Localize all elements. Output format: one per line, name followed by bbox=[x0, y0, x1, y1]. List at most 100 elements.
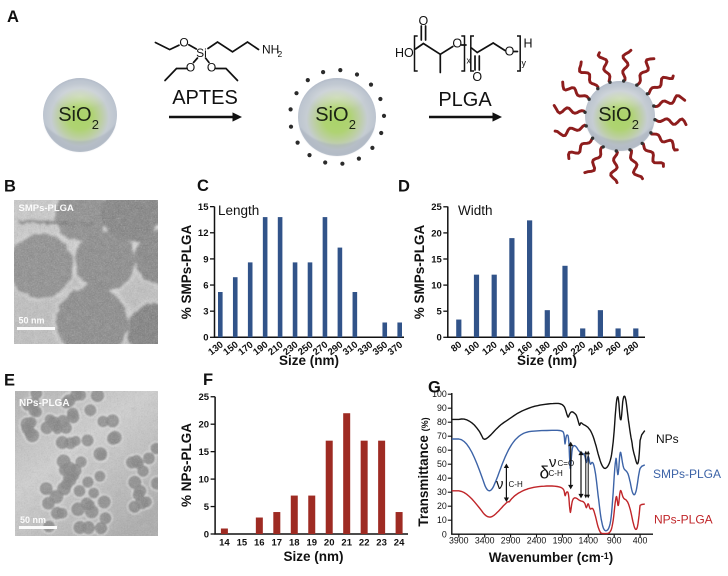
svg-text:1400: 1400 bbox=[579, 536, 599, 546]
svg-text:O: O bbox=[179, 36, 188, 50]
svg-text:0: 0 bbox=[203, 333, 208, 344]
svg-text:Size (nm): Size (nm) bbox=[517, 353, 577, 368]
svg-text:SiO: SiO bbox=[58, 104, 91, 126]
svg-text:O: O bbox=[419, 14, 429, 28]
svg-text:3400: 3400 bbox=[475, 536, 495, 546]
svg-text:50: 50 bbox=[437, 459, 447, 469]
svg-text:PLGA: PLGA bbox=[438, 89, 492, 111]
svg-text:G: G bbox=[428, 379, 441, 397]
svg-text:F: F bbox=[203, 371, 213, 389]
svg-text:15: 15 bbox=[199, 447, 210, 458]
svg-text:3: 3 bbox=[203, 307, 208, 318]
svg-text:O: O bbox=[207, 61, 216, 75]
svg-text:% NPs-PLGA: % NPs-PLGA bbox=[179, 423, 194, 507]
svg-text:24: 24 bbox=[394, 538, 405, 549]
svg-text:Size (nm): Size (nm) bbox=[279, 353, 339, 368]
svg-text:NPs-PLGA: NPs-PLGA bbox=[654, 513, 713, 527]
svg-text:Width: Width bbox=[458, 203, 493, 218]
svg-text:100: 100 bbox=[432, 389, 447, 399]
svg-text:2: 2 bbox=[349, 117, 356, 132]
svg-text:2900: 2900 bbox=[501, 536, 521, 546]
svg-text:6: 6 bbox=[203, 280, 208, 291]
svg-text:Length: Length bbox=[218, 203, 259, 218]
svg-text:O: O bbox=[472, 70, 482, 84]
svg-text:17: 17 bbox=[272, 538, 283, 549]
svg-text:9: 9 bbox=[203, 254, 208, 265]
svg-text:NPs-PLGA: NPs-PLGA bbox=[19, 398, 70, 409]
svg-text:3900: 3900 bbox=[449, 536, 469, 546]
svg-text:5: 5 bbox=[204, 502, 210, 513]
svg-text:21: 21 bbox=[341, 538, 352, 549]
svg-text:20: 20 bbox=[437, 501, 447, 511]
svg-text:5: 5 bbox=[437, 307, 443, 318]
svg-text:2: 2 bbox=[92, 117, 99, 132]
svg-text:SMPs-PLGA: SMPs-PLGA bbox=[653, 467, 721, 481]
svg-text:23: 23 bbox=[376, 538, 387, 549]
svg-text:90: 90 bbox=[437, 403, 447, 413]
svg-text:A: A bbox=[7, 8, 19, 26]
svg-text:19: 19 bbox=[307, 538, 318, 549]
svg-text:15: 15 bbox=[198, 202, 209, 213]
svg-text:16: 16 bbox=[254, 538, 265, 549]
svg-text:% SMPs-PLGA: % SMPs-PLGA bbox=[412, 224, 427, 319]
svg-text:B: B bbox=[4, 178, 16, 196]
svg-text:15: 15 bbox=[431, 254, 442, 265]
svg-text:0: 0 bbox=[437, 333, 442, 344]
svg-text:O: O bbox=[186, 61, 195, 75]
svg-text:10: 10 bbox=[437, 515, 447, 525]
svg-text:12: 12 bbox=[198, 228, 209, 239]
svg-text:C-H: C-H bbox=[509, 480, 523, 489]
svg-text:NH: NH bbox=[262, 43, 279, 57]
svg-text:Si: Si bbox=[196, 46, 207, 60]
svg-text:20: 20 bbox=[199, 420, 210, 431]
svg-text:APTES: APTES bbox=[172, 87, 238, 109]
svg-text:O: O bbox=[452, 37, 462, 51]
svg-text:80: 80 bbox=[437, 417, 447, 427]
svg-text:% SMPs-PLGA: % SMPs-PLGA bbox=[179, 224, 194, 319]
svg-text:x: x bbox=[467, 56, 472, 66]
svg-text:E: E bbox=[4, 372, 15, 390]
svg-text:400: 400 bbox=[633, 536, 648, 546]
svg-text:SiO: SiO bbox=[598, 104, 631, 126]
svg-text:SiO: SiO bbox=[315, 104, 348, 126]
svg-text:2: 2 bbox=[632, 117, 639, 132]
svg-text:22: 22 bbox=[359, 538, 370, 549]
svg-text:1900: 1900 bbox=[553, 536, 573, 546]
svg-text:ν: ν bbox=[549, 454, 557, 471]
svg-text:O: O bbox=[505, 45, 515, 59]
svg-text:25: 25 bbox=[199, 392, 210, 403]
svg-text:HO: HO bbox=[395, 46, 414, 60]
svg-text:25: 25 bbox=[431, 202, 442, 213]
svg-text:SMPs-PLGA: SMPs-PLGA bbox=[19, 203, 75, 214]
svg-text:14: 14 bbox=[219, 538, 230, 549]
svg-text:2400: 2400 bbox=[527, 536, 547, 546]
svg-text:C: C bbox=[197, 177, 209, 195]
svg-text:0: 0 bbox=[204, 529, 209, 540]
svg-text:60: 60 bbox=[437, 445, 447, 455]
svg-text:NPs: NPs bbox=[656, 432, 679, 446]
svg-text:ν: ν bbox=[496, 476, 504, 493]
svg-text:0: 0 bbox=[442, 530, 447, 540]
svg-text:30: 30 bbox=[437, 487, 447, 497]
svg-text:C=O: C=O bbox=[558, 459, 575, 468]
svg-text:Transmittance (%): Transmittance (%) bbox=[416, 417, 431, 526]
svg-text:10: 10 bbox=[199, 475, 210, 486]
svg-text:40: 40 bbox=[437, 473, 447, 483]
svg-text:50 nm: 50 nm bbox=[20, 515, 46, 525]
svg-text:H: H bbox=[524, 37, 533, 51]
svg-text:10: 10 bbox=[431, 281, 442, 292]
svg-text:2: 2 bbox=[278, 49, 283, 59]
svg-text:20: 20 bbox=[431, 228, 442, 239]
svg-text:900: 900 bbox=[607, 536, 622, 546]
svg-text:Size (nm): Size (nm) bbox=[283, 549, 343, 564]
svg-text:18: 18 bbox=[289, 538, 300, 549]
svg-text:δ: δ bbox=[540, 463, 550, 483]
svg-text:Wavenumber (cm-1): Wavenumber (cm-1) bbox=[489, 550, 614, 565]
svg-text:70: 70 bbox=[437, 431, 447, 441]
svg-text:y: y bbox=[522, 58, 527, 68]
svg-text:C-H: C-H bbox=[549, 469, 563, 478]
svg-text:50 nm: 50 nm bbox=[19, 316, 45, 326]
svg-text:20: 20 bbox=[324, 538, 335, 549]
svg-text:D: D bbox=[398, 178, 410, 196]
svg-text:15: 15 bbox=[237, 538, 248, 549]
